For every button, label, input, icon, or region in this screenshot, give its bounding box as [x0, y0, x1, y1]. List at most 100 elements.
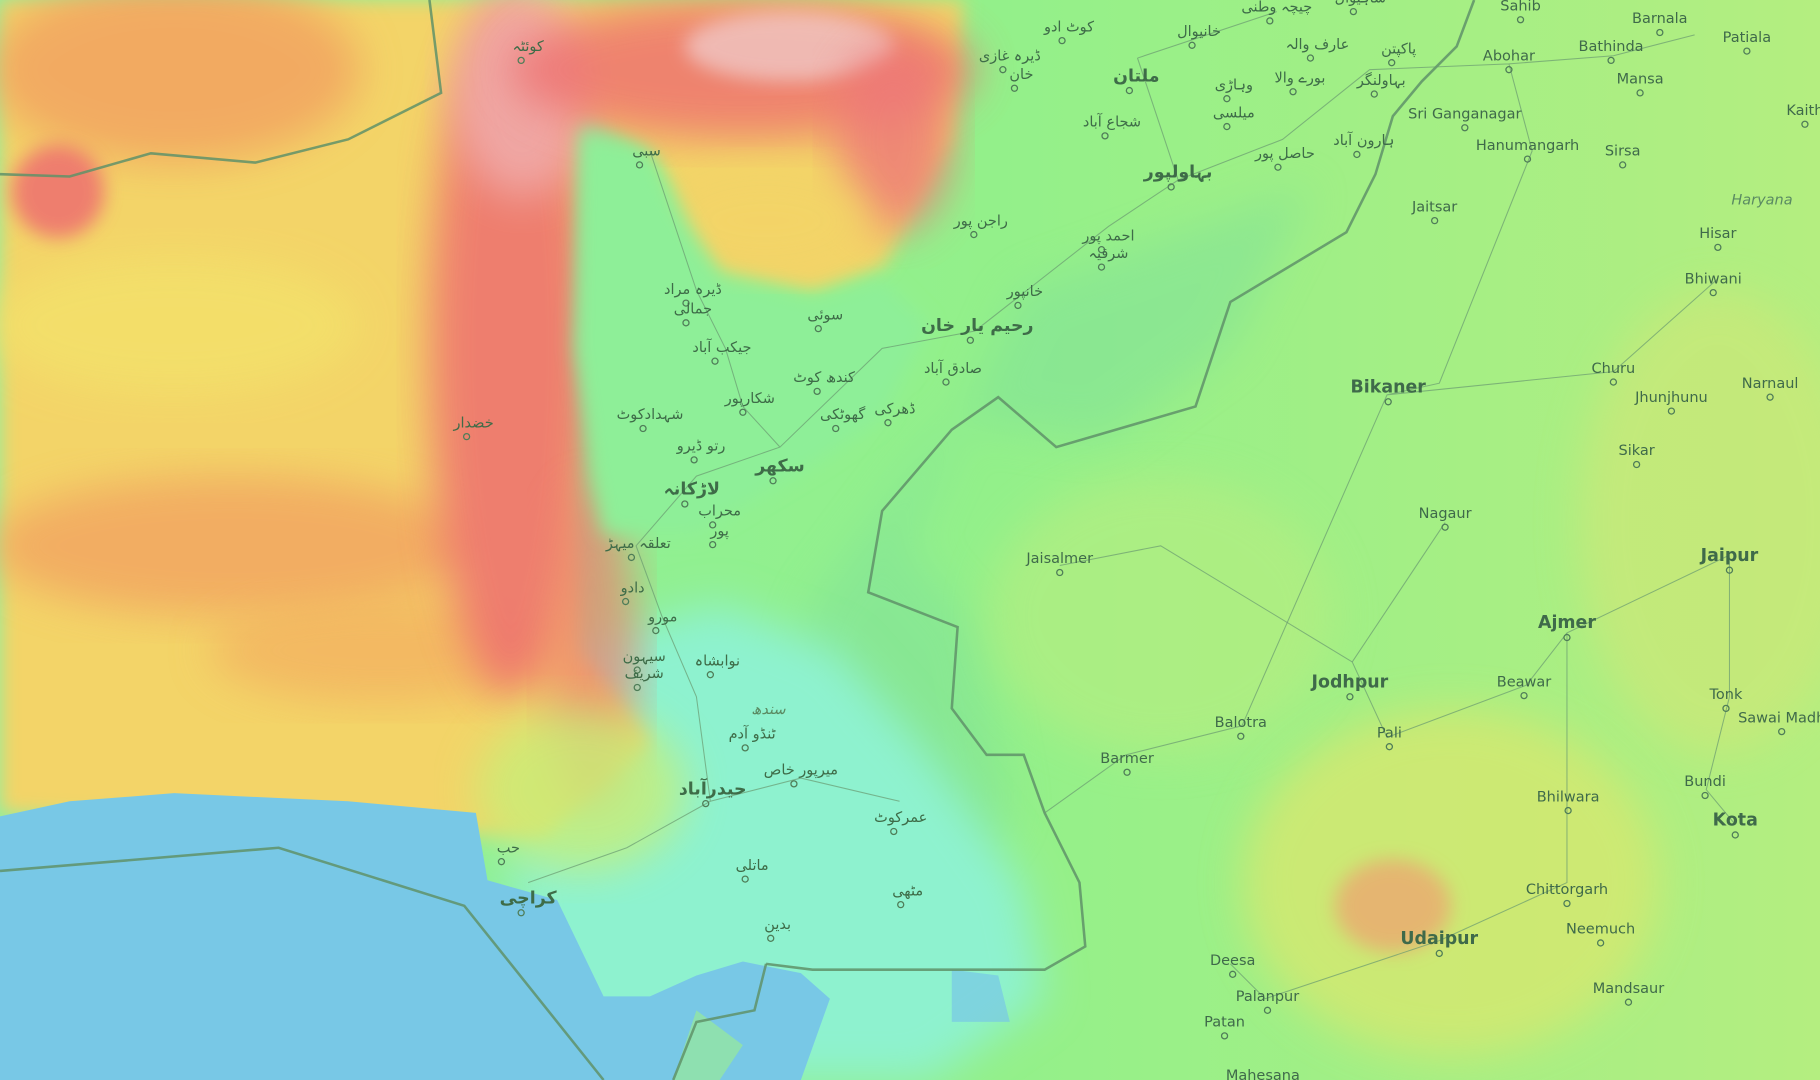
place-label[interactable]: Beawar: [1497, 674, 1551, 690]
place-label[interactable]: Balotra: [1215, 715, 1267, 731]
place-label[interactable]: گھوٹکی: [820, 406, 865, 423]
place-label[interactable]: لاڑکانہ: [664, 480, 720, 500]
place-label[interactable]: شرقیہ: [1089, 246, 1129, 262]
place-label[interactable]: Mahesana: [1226, 1068, 1300, 1080]
place-label[interactable]: ڈیرہ غازی: [979, 48, 1041, 64]
place-label[interactable]: نوابشاہ: [695, 653, 740, 669]
place-label[interactable]: ٹنڈو آدم: [729, 725, 776, 743]
place-label[interactable]: ماتلی: [736, 858, 769, 874]
place-label[interactable]: Jodhpur: [1311, 672, 1389, 692]
place-label[interactable]: بورے والا: [1275, 70, 1326, 86]
place-label[interactable]: Sahib: [1500, 0, 1541, 14]
place-label[interactable]: Sri Ganganagar: [1408, 106, 1521, 122]
place-label[interactable]: حاصل پور: [1254, 146, 1315, 162]
place-label[interactable]: Ajmer: [1538, 613, 1596, 633]
place-label[interactable]: Udaipur: [1400, 929, 1478, 949]
place-label[interactable]: Deesa: [1210, 953, 1255, 969]
place-label[interactable]: حیدرآباد: [679, 777, 747, 799]
place-label[interactable]: Jaipur: [1700, 546, 1759, 566]
place-label[interactable]: چیچہ وطنی: [1241, 0, 1312, 16]
place-label[interactable]: Mandsaur: [1593, 981, 1664, 997]
place-label[interactable]: عارف والہ: [1286, 37, 1350, 53]
place-label[interactable]: حب: [497, 840, 520, 856]
place-label[interactable]: سبی: [632, 144, 661, 160]
place-label[interactable]: Haryana: [1731, 192, 1792, 208]
place-label[interactable]: Pali: [1377, 725, 1402, 741]
place-label[interactable]: پاکپتن: [1381, 41, 1416, 57]
place-label[interactable]: کوٹ ادو: [1043, 19, 1094, 35]
place-label[interactable]: تعلقہ میہڑ: [605, 536, 671, 552]
place-label[interactable]: Sikar: [1618, 443, 1654, 459]
place-label[interactable]: سوئی: [807, 307, 843, 323]
place-label[interactable]: کراچی: [500, 888, 558, 908]
place-label[interactable]: Barnala: [1632, 11, 1688, 27]
place-label[interactable]: ملتان: [1113, 66, 1159, 86]
place-label[interactable]: شجاع آباد: [1083, 113, 1141, 131]
place-label[interactable]: Kaith: [1786, 103, 1820, 119]
place-label[interactable]: Patan: [1204, 1015, 1245, 1031]
place-label[interactable]: شریف: [625, 666, 664, 682]
place-label[interactable]: راجن پور: [953, 213, 1008, 229]
place-label[interactable]: میرپور خاص: [764, 763, 838, 779]
place-label[interactable]: ڈیرہ مراد: [664, 282, 722, 298]
place-label[interactable]: Churu: [1592, 361, 1636, 377]
place-marker: [1714, 243, 1722, 252]
place-label[interactable]: بہاولنگر: [1356, 72, 1406, 89]
place-label[interactable]: Hanumangarh: [1476, 138, 1579, 154]
place-label[interactable]: Bathinda: [1579, 39, 1644, 55]
place-label[interactable]: ساہیوال: [1335, 0, 1386, 6]
place-label[interactable]: Hisar: [1699, 226, 1736, 242]
place-label[interactable]: Mansa: [1617, 72, 1664, 88]
place-label[interactable]: جیکب آباد: [692, 338, 751, 356]
place-label[interactable]: جمالی: [674, 302, 712, 318]
place-label[interactable]: رتو ڈیرو: [676, 439, 726, 455]
place-label[interactable]: ہارون آباد: [1333, 131, 1394, 149]
place-label[interactable]: شکارپور: [724, 391, 775, 407]
place-label[interactable]: Kota: [1713, 811, 1758, 831]
place-label[interactable]: سکھر: [754, 456, 805, 476]
place-label[interactable]: ڈھرکی: [874, 401, 915, 417]
place-label[interactable]: کندھ کوٹ: [793, 370, 855, 386]
place-label[interactable]: Tonk: [1709, 687, 1743, 703]
place-marker: [1101, 132, 1109, 140]
place-label[interactable]: Patiala: [1723, 30, 1771, 46]
place-label[interactable]: Jaitsar: [1411, 199, 1457, 215]
place-label[interactable]: سیہون: [623, 649, 666, 665]
place-label[interactable]: مٹھی: [892, 883, 923, 899]
place-label[interactable]: Neemuch: [1566, 922, 1635, 938]
place-label[interactable]: رحیم یار خان: [921, 316, 1033, 336]
place-label[interactable]: Barmer: [1100, 751, 1154, 767]
place-label[interactable]: مورو: [647, 609, 677, 625]
place-label[interactable]: Bhilwara: [1537, 789, 1600, 805]
place-label[interactable]: احمد پور: [1081, 228, 1134, 244]
place-label[interactable]: Bundi: [1684, 774, 1726, 790]
place-label[interactable]: خضدار: [452, 415, 493, 431]
place-label[interactable]: Jaisalmer: [1025, 551, 1093, 567]
place-label[interactable]: Narnaul: [1742, 376, 1799, 392]
place-label[interactable]: Bikaner: [1351, 378, 1427, 398]
place-label[interactable]: Abohar: [1483, 48, 1535, 64]
place-label[interactable]: صادق آباد: [924, 359, 982, 377]
place-label[interactable]: بہاولپور: [1143, 163, 1213, 183]
place-label[interactable]: Sirsa: [1605, 144, 1641, 160]
place-label[interactable]: دادو: [620, 580, 645, 596]
place-label[interactable]: Chittorgarh: [1526, 882, 1608, 898]
place-label[interactable]: وہاڑی: [1215, 77, 1253, 93]
place-label[interactable]: عمرکوٹ: [874, 810, 927, 826]
place-label[interactable]: کوئٹہ: [512, 39, 543, 55]
place-label[interactable]: میلسی: [1213, 105, 1255, 121]
place-label[interactable]: بدین: [764, 917, 791, 933]
place-label[interactable]: Sawai Madh: [1738, 710, 1820, 726]
place-label[interactable]: خانیوال: [1177, 24, 1221, 40]
place-label[interactable]: محراب: [698, 504, 741, 520]
place-label[interactable]: پور: [709, 523, 729, 539]
place-label[interactable]: خان: [1009, 67, 1033, 83]
place-label[interactable]: Nagaur: [1419, 506, 1472, 522]
place-label[interactable]: Jhunjhunu: [1634, 390, 1708, 406]
place-label[interactable]: شہدادکوٹ: [617, 407, 684, 423]
place-label[interactable]: Bhiwani: [1685, 271, 1742, 287]
place-label[interactable]: سندھ: [751, 702, 786, 718]
place-label[interactable]: Palanpur: [1236, 989, 1299, 1005]
place-label[interactable]: خانپور: [1006, 284, 1043, 300]
